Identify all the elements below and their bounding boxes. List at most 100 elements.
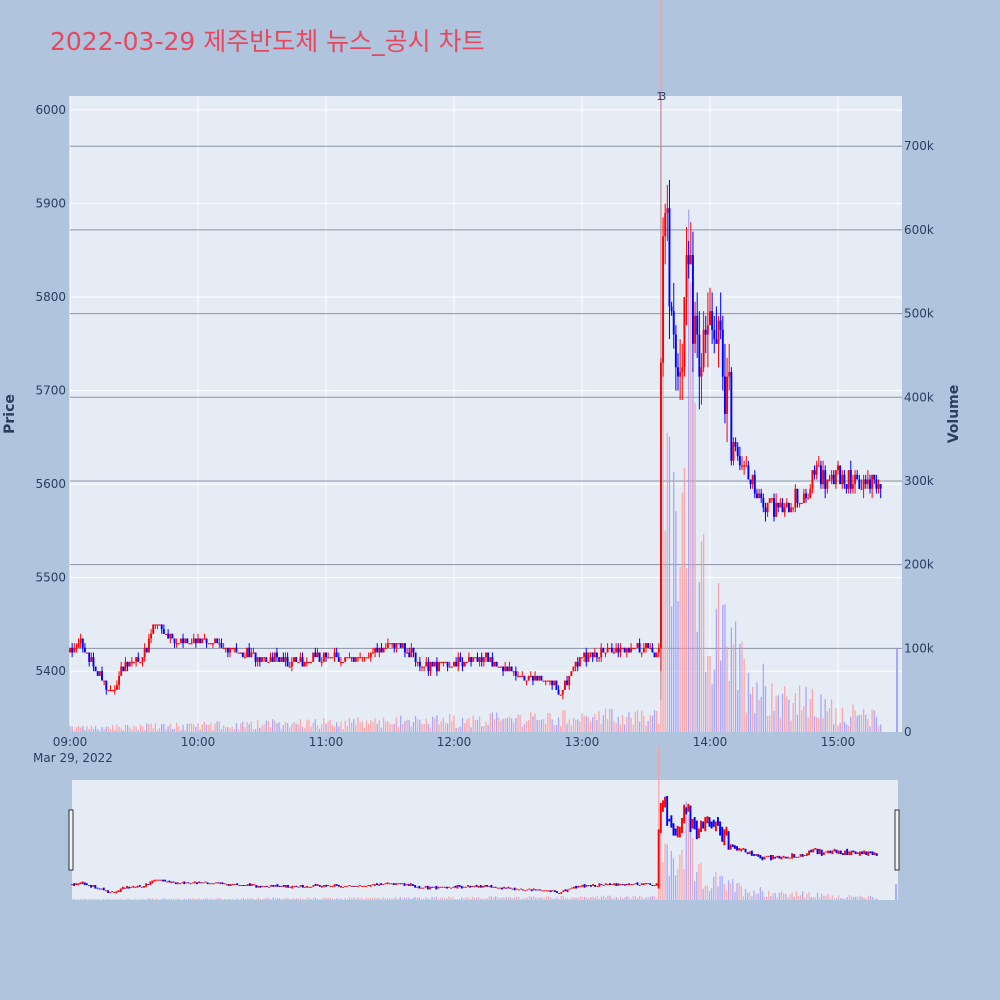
slider-candle xyxy=(810,849,813,853)
slider-volume-bar xyxy=(895,884,897,900)
volume-bar xyxy=(408,719,410,732)
candle-body xyxy=(367,657,370,659)
slider-volume-bar xyxy=(846,897,848,900)
slider-volume-bar xyxy=(511,898,514,900)
rangeslider-right-handle[interactable] xyxy=(894,809,900,871)
slider-volume-bar xyxy=(319,899,321,900)
slider-volume-bar xyxy=(825,895,827,900)
slider-volume-bar xyxy=(289,899,291,900)
slider-volume-bar xyxy=(713,876,715,900)
slider-volume-bar xyxy=(611,897,613,900)
slider-candle xyxy=(259,885,262,888)
volume-bar xyxy=(246,721,248,732)
slider-volume-bar xyxy=(416,897,418,900)
slider-candle xyxy=(600,884,603,886)
slider-candle xyxy=(841,853,844,855)
candle-body xyxy=(96,671,99,676)
slider-volume-bar xyxy=(704,885,706,900)
slider-volume-bar xyxy=(823,896,825,900)
volume-bar xyxy=(327,721,329,732)
slider-volume-bar xyxy=(130,899,132,900)
volume-bar xyxy=(387,721,389,732)
volume-bar xyxy=(368,723,370,732)
candle-body xyxy=(723,376,726,414)
slider-volume-bar xyxy=(431,897,433,900)
volume-bar xyxy=(103,729,105,732)
slider-volume-bar xyxy=(598,898,601,900)
candle-body xyxy=(339,661,342,664)
candle-body xyxy=(834,470,837,485)
candle-body xyxy=(805,493,807,499)
slider-candle xyxy=(492,886,495,888)
slider-candle xyxy=(789,857,791,859)
candle-body xyxy=(487,652,490,662)
volume-bar xyxy=(702,534,705,732)
slider-volume-bar xyxy=(113,898,115,900)
volume-bar xyxy=(99,730,101,732)
slider-candle xyxy=(437,886,440,889)
slider-candle xyxy=(346,885,349,887)
volume-bar xyxy=(862,708,865,732)
volume-bar xyxy=(570,725,572,732)
candle-body xyxy=(623,647,626,653)
volume-bar xyxy=(662,217,664,732)
slider-candle xyxy=(272,885,275,887)
slider-volume-bar xyxy=(501,897,503,900)
volume-bar xyxy=(698,582,700,732)
volume-bar xyxy=(666,432,668,732)
candle-body xyxy=(288,666,291,668)
volume-bar xyxy=(790,720,792,732)
slider-candle xyxy=(123,887,126,889)
slider-volume-bar xyxy=(266,897,268,900)
slider-candle xyxy=(395,883,397,885)
slider-volume-bar xyxy=(238,899,240,900)
volume-bar xyxy=(634,712,636,732)
volume-bar xyxy=(841,707,843,732)
candle-body xyxy=(685,255,688,298)
volume-bar xyxy=(649,715,651,732)
slider-volume-bar xyxy=(562,895,564,900)
slider-volume-bar xyxy=(746,892,749,900)
slider-candle xyxy=(299,885,302,887)
candle-body xyxy=(141,657,144,662)
volume-bar xyxy=(683,467,686,732)
rangeslider-left-handle[interactable] xyxy=(68,809,74,871)
volume-bar xyxy=(803,706,805,732)
slider-candle xyxy=(795,856,798,858)
rangeslider-background[interactable] xyxy=(72,780,898,900)
slider-volume-bar xyxy=(787,897,789,900)
slider-volume-bar xyxy=(325,898,327,900)
volume-bar xyxy=(617,716,619,732)
candle-body xyxy=(687,255,690,265)
volume-bar xyxy=(619,724,622,732)
slider-volume-bar xyxy=(579,896,581,900)
volume-bar xyxy=(645,725,647,732)
slider-volume-bar xyxy=(333,898,336,900)
slider-volume-bar xyxy=(223,898,226,900)
slider-candle xyxy=(104,890,107,892)
slider-candle xyxy=(164,879,167,882)
slider-volume-bar xyxy=(863,897,865,900)
candle-body xyxy=(730,371,733,461)
slider-candle xyxy=(280,885,283,887)
candle-body xyxy=(378,647,381,653)
candle-body xyxy=(491,657,494,667)
candle-body xyxy=(293,657,295,662)
slider-volume-bar xyxy=(475,897,478,900)
slider-candle xyxy=(270,885,273,887)
slider-candle xyxy=(187,882,190,884)
volume-bar xyxy=(658,723,660,732)
slider-candle xyxy=(640,883,643,885)
slider-candle xyxy=(323,885,325,887)
candle-body xyxy=(625,647,628,653)
candle-body xyxy=(73,647,76,653)
volume-bar xyxy=(75,727,78,732)
candle-body xyxy=(401,643,404,648)
volume-bar xyxy=(801,710,803,732)
volume-bar xyxy=(107,726,110,732)
candle-body xyxy=(450,666,453,668)
candle-body xyxy=(649,647,652,650)
slider-candle xyxy=(134,886,137,888)
volume-bar xyxy=(651,715,654,732)
slider-volume-bar xyxy=(865,898,867,900)
